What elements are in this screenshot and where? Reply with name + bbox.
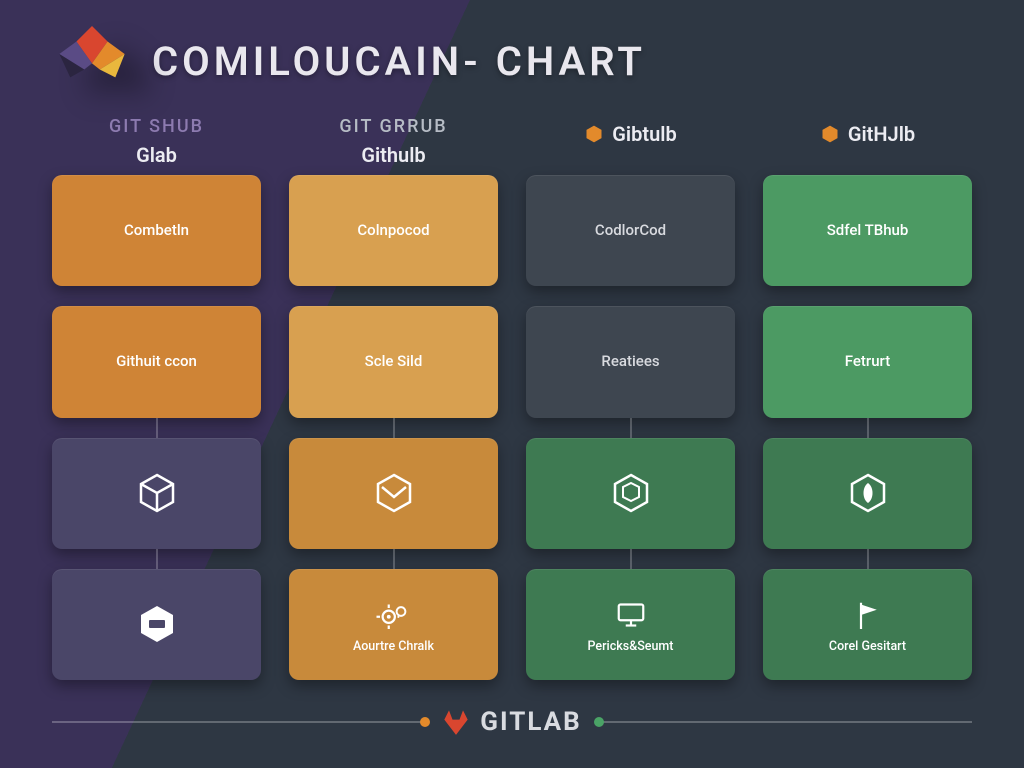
hex-badge-icon: [133, 600, 181, 648]
gears-icon: [373, 594, 415, 636]
connector-icon: [630, 549, 632, 569]
brand-logo-icon: [52, 26, 132, 96]
connector-icon: [156, 549, 158, 569]
column-header-bottom: Githulb: [361, 143, 425, 167]
page: COMILOUCAIN- CHART GIT SHUB Glab GIT GRR…: [0, 0, 1024, 768]
column-header: Gibtulb: [526, 116, 735, 167]
tile: [289, 438, 498, 549]
column-header-bottom-row: Glab: [136, 143, 177, 167]
tile-label: Combetln: [124, 222, 189, 239]
footer-brand-text: GITLAB: [480, 707, 581, 737]
tile-label: Colnpocod: [357, 222, 429, 239]
flag-icon: [847, 594, 889, 636]
gitlab-logo-icon: [442, 709, 470, 735]
footer: GITLAB: [52, 698, 972, 746]
connector-icon: [630, 418, 632, 438]
connector-icon: [156, 418, 158, 438]
hex-leaf-icon: [844, 469, 892, 517]
monitor-icon: [610, 594, 652, 636]
column-headers: GIT SHUB Glab GIT GRRUB Githulb Gibtulb …: [52, 116, 972, 167]
connector-icon: [393, 549, 395, 569]
tile-label: Fetrurt: [845, 353, 890, 370]
hex-cube-icon: [607, 469, 655, 517]
connector-icon: [867, 418, 869, 438]
hex-solid-icon: [820, 124, 840, 144]
tile: Aourtre Chralk: [289, 569, 498, 680]
tile: [763, 438, 972, 549]
tile-label: Githuit ccon: [116, 353, 197, 370]
hex-envelope-icon: [370, 469, 418, 517]
tile: [52, 438, 261, 549]
column-header-bottom: Gibtulb: [612, 122, 676, 146]
tile-label: Scle Sild: [365, 353, 423, 370]
column-header: GIT GRRUB Githulb: [289, 116, 498, 167]
tile: [52, 569, 261, 680]
page-title: COMILOUCAIN- CHART: [152, 38, 646, 85]
connector-icon: [393, 418, 395, 438]
column-header-top: GIT GRRUB: [339, 116, 447, 137]
column-header-bottom: Glab: [136, 143, 177, 167]
column-header-bottom-row: Gibtulb: [584, 122, 676, 146]
tile: Scle Sild: [289, 306, 498, 417]
footer-brand: GITLAB: [442, 707, 581, 737]
column-header-top: GIT SHUB: [109, 116, 204, 137]
tile: Reatiees: [526, 306, 735, 417]
tile-label: Pericks&Seumt: [588, 640, 674, 654]
tile: Colnpocod: [289, 175, 498, 286]
tile: Pericks&Seumt: [526, 569, 735, 680]
column-header-bottom: GitHJlb: [848, 122, 915, 146]
column-header: GIT SHUB Glab: [52, 116, 261, 167]
footer-rule-right: [596, 721, 972, 723]
tile-label: Aourtre Chralk: [353, 640, 434, 654]
footer-rule-left: [52, 721, 428, 723]
column-header: GitHJlb: [763, 116, 972, 167]
column-header-bottom-row: GitHJlb: [820, 122, 915, 146]
tile: Sdfel TBhub: [763, 175, 972, 286]
tile-label: Corel Gesitart: [829, 640, 906, 654]
tile: [526, 438, 735, 549]
tile: CodlorCod: [526, 175, 735, 286]
tile: Corel Gesitart: [763, 569, 972, 680]
comparison-grid: Combetln Colnpocod CodlorCod Sdfel TBhub Git…: [52, 175, 972, 680]
tile: Fetrurt: [763, 306, 972, 417]
tile-label: CodlorCod: [595, 222, 666, 239]
tile-label: Reatiees: [601, 353, 659, 370]
tile: Combetln: [52, 175, 261, 286]
column-header-bottom-row: Githulb: [361, 143, 425, 167]
connector-icon: [867, 549, 869, 569]
tile: Githuit ccon: [52, 306, 261, 417]
hex-solid-icon: [584, 124, 604, 144]
tile-label: Sdfel TBhub: [827, 222, 909, 239]
hex-box-icon: [133, 469, 181, 517]
header: COMILOUCAIN- CHART: [52, 26, 972, 96]
